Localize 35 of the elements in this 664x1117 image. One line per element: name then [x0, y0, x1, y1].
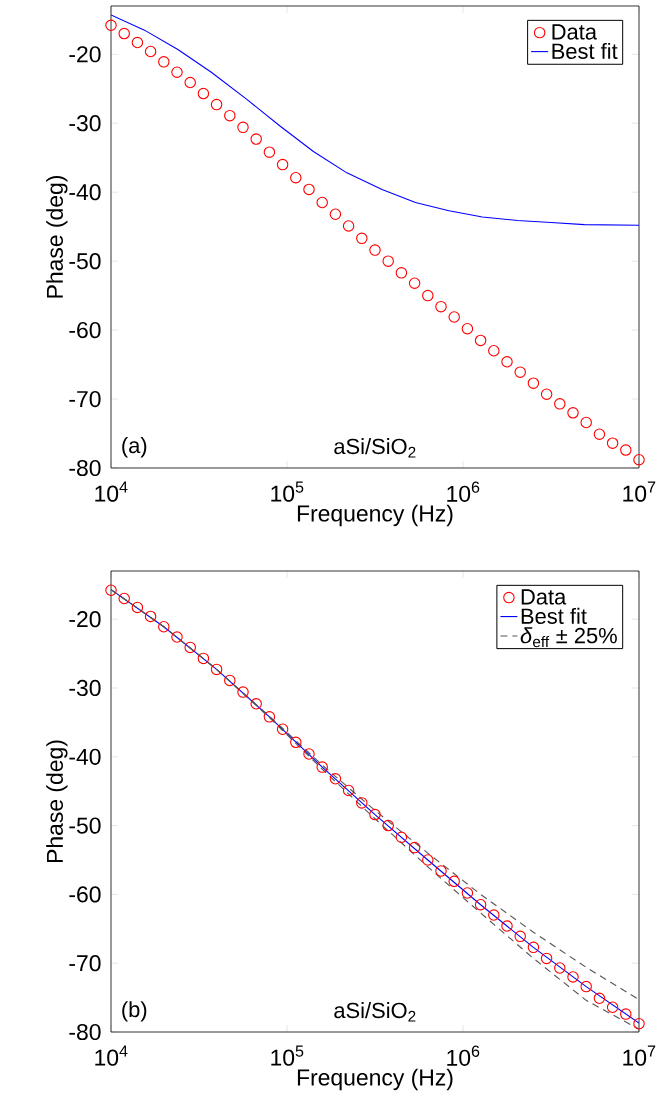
annotation: aSi/SiO$_{2}$ — [334, 1002, 416, 1022]
y-tick-label: -80 — [69, 459, 101, 477]
x-tick-label: 10$^{5}$ — [271, 1045, 304, 1066]
annotation: (b) — [122, 1001, 147, 1022]
y-tick-label: -70 — [69, 390, 101, 408]
y-tick-label: -20 — [69, 46, 101, 63]
y-tick-label: -30 — [69, 115, 101, 132]
x-tick-label: 10$^{7}$ — [623, 1045, 656, 1066]
x-tick-label: 10$^{6}$ — [447, 1045, 480, 1066]
x-tick-label: 10$^{4}$ — [95, 1045, 128, 1066]
annotation: aSi/SiO$_{2}$ — [334, 438, 416, 458]
y-tick-label: -80 — [69, 1023, 101, 1041]
y-tick-label: -50 — [69, 817, 101, 834]
y-tick-label: -20 — [69, 611, 101, 628]
legend-label: Data — [552, 24, 597, 40]
x-axis-title: Frequency (Hz) — [297, 1068, 453, 1091]
legend-label: δ$_{eff}$ ± 25% — [520, 627, 617, 648]
y-axis-title: Phase (deg) — [46, 740, 68, 863]
x-tick-label: 10$^{5}$ — [271, 481, 304, 502]
y-tick-label: -60 — [69, 886, 101, 903]
y-tick-label: -50 — [69, 253, 101, 270]
y-tick-label: -30 — [69, 679, 101, 697]
y-axis-title: Phase (deg) — [46, 176, 68, 298]
legend-label: Best fit — [552, 42, 618, 60]
y-tick-label: -60 — [69, 321, 101, 339]
x-tick-label: 10$^{7}$ — [623, 481, 656, 502]
y-tick-label: -40 — [69, 184, 101, 201]
legend-label: Best fit — [521, 607, 587, 624]
x-tick-label: 10$^{4}$ — [95, 481, 128, 502]
x-tick-label: 10$^{6}$ — [447, 481, 480, 502]
y-tick-label: -70 — [69, 955, 101, 972]
annotation: (a) — [122, 437, 147, 458]
x-axis-title: Frequency (Hz) — [297, 504, 453, 527]
legend-label: Data — [521, 589, 567, 605]
y-tick-label: -40 — [69, 748, 101, 765]
